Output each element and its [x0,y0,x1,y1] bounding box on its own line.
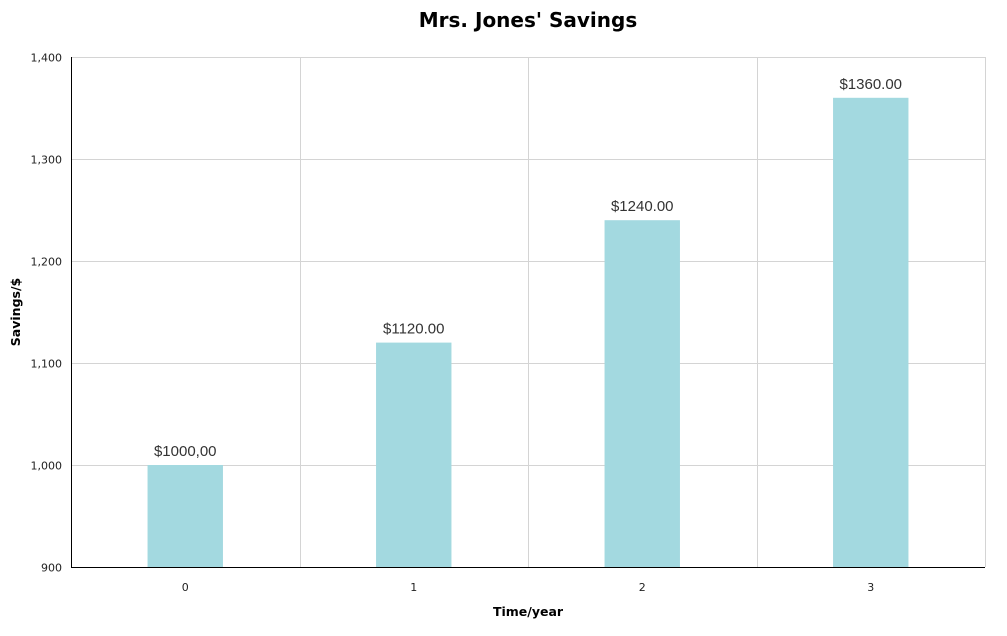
x-tick-label: 2 [639,581,646,594]
bar-data-label: $1000,00 [154,443,217,460]
axes [71,57,985,568]
data-labels: $1000,00 $1120.00 $1240.00 $1360.00 [154,76,902,460]
bar [833,97,909,568]
x-tick-label: 0 [182,581,189,594]
bar-data-label: $1240.00 [611,198,674,215]
x-tick-label: 1 [410,581,417,594]
chart-title: Mrs. Jones' Savings [419,8,637,32]
bar [376,342,452,567]
y-tick-label: 1,100 [31,358,63,371]
y-tick-label: 1,300 [31,154,63,167]
gridlines [71,57,986,567]
bars [147,97,909,568]
x-tick-label: 3 [867,581,874,594]
x-tick-labels: 0 1 2 3 [182,581,875,594]
bar-data-label: $1120.00 [383,321,444,338]
y-axis-title: Savings/$ [8,278,23,346]
y-tick-label: 1,200 [31,256,63,269]
bar [604,220,680,567]
y-tick-labels: 900 1,000 1,100 1,200 1,300 1,400 [31,52,63,575]
bar [147,465,223,567]
y-tick-label: 1,000 [31,460,63,473]
x-axis-title: Time/year [493,604,564,619]
y-tick-label: 1,400 [31,52,63,65]
bar-data-label: $1360.00 [839,76,902,93]
y-tick-label: 900 [41,562,62,575]
